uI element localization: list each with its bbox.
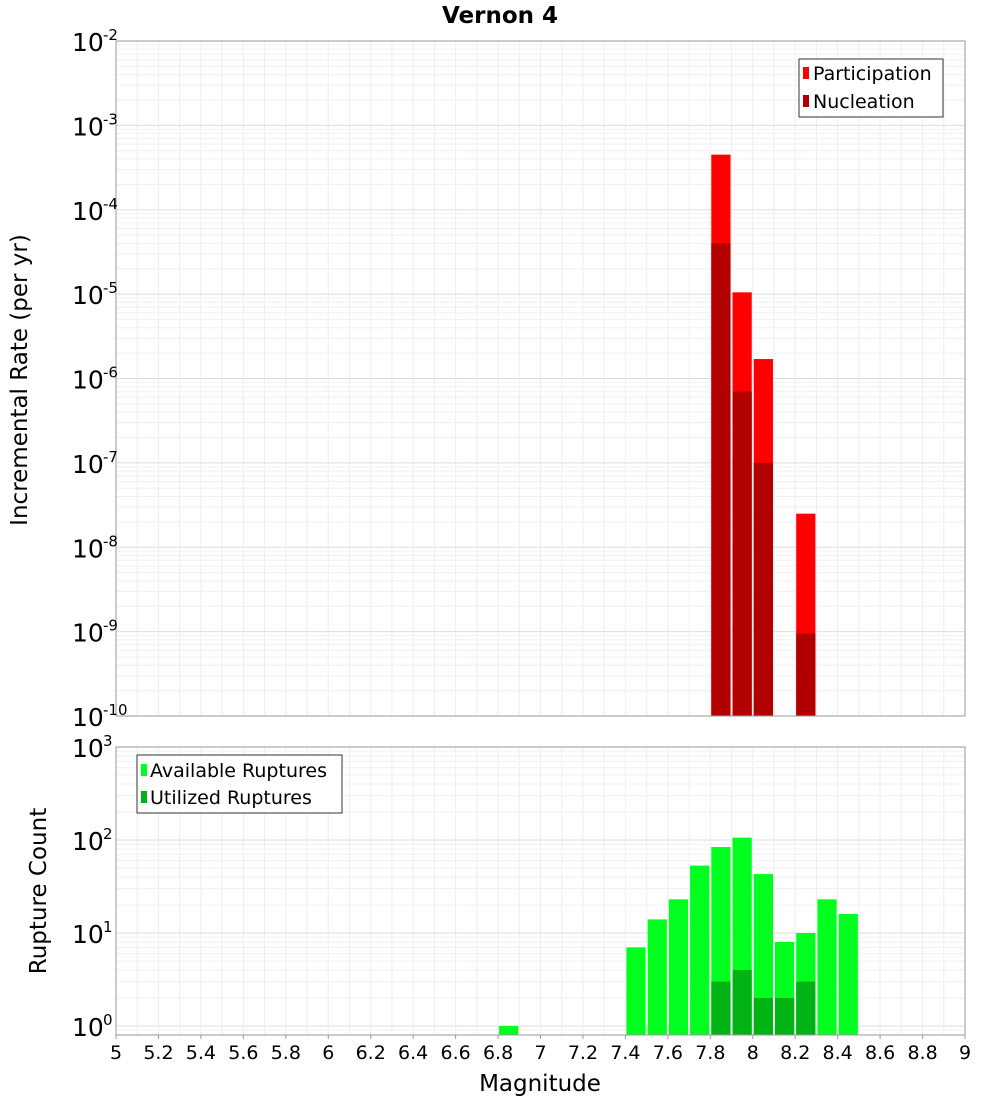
bar-nucleation bbox=[732, 391, 752, 716]
y-tick-label-base: 10 bbox=[72, 450, 104, 479]
x-tick-label: 5.6 bbox=[228, 1042, 258, 1064]
y-tick-label-base: 10 bbox=[72, 281, 104, 310]
legend-swatch-utilized bbox=[141, 791, 147, 803]
bar-nucleation bbox=[711, 243, 731, 717]
bar-available-ruptures bbox=[668, 899, 689, 1035]
y-tick-label-exponent: 2 bbox=[103, 825, 113, 843]
x-tick-label: 8 bbox=[747, 1042, 759, 1064]
legend-label-nucleation: Nucleation bbox=[813, 91, 915, 113]
y-tick-label-exponent: -10 bbox=[103, 701, 128, 719]
y-tick-label-base: 10 bbox=[72, 703, 104, 732]
y-tick-label-base: 10 bbox=[72, 619, 104, 648]
x-tick-labels: 5 5.2 5.4 5.6 5.8 6 6.2 6.4 6.6 6.8 7 7.2 7.4 7.6 7.8 8… bbox=[110, 1035, 971, 1064]
bottom-legend-box bbox=[136, 754, 343, 814]
bar-available-ruptures bbox=[838, 914, 858, 1035]
y-tick-label-exponent: -7 bbox=[103, 448, 118, 466]
top-y-axis-label: Incremental Rate (per yr) bbox=[7, 234, 33, 526]
legend-swatch-participation bbox=[803, 67, 809, 79]
top-bars bbox=[711, 154, 816, 717]
top-legend-box bbox=[798, 58, 944, 118]
legend-label-participation: Participation bbox=[813, 63, 932, 85]
x-tick-label: 6 bbox=[322, 1042, 334, 1064]
bar-available-ruptures bbox=[499, 1025, 519, 1035]
bar-nucleation bbox=[753, 462, 773, 716]
x-tick-label: 8.2 bbox=[780, 1042, 810, 1064]
bar-available-ruptures bbox=[690, 865, 710, 1035]
x-tick-label: 6.8 bbox=[483, 1042, 513, 1064]
bar-utilized-ruptures bbox=[796, 981, 816, 1035]
x-tick-label: 5 bbox=[110, 1042, 122, 1064]
y-tick-label-base: 10 bbox=[72, 197, 104, 226]
y-tick-label-base: 10 bbox=[72, 366, 104, 395]
y-tick-label-base: 10 bbox=[72, 534, 104, 563]
legend-label-available: Available Ruptures bbox=[150, 760, 327, 782]
x-tick-label: 7.4 bbox=[610, 1042, 640, 1064]
bar-available-ruptures bbox=[647, 919, 667, 1035]
bar-utilized-ruptures bbox=[753, 997, 773, 1035]
y-tick-label-exponent: -6 bbox=[103, 364, 118, 382]
chart-title: Vernon 4 bbox=[442, 3, 558, 29]
bottom-bars bbox=[499, 837, 858, 1035]
bar-utilized-ruptures bbox=[774, 997, 795, 1035]
y-tick-label-exponent: -2 bbox=[103, 26, 118, 44]
bar-utilized-ruptures bbox=[711, 981, 731, 1035]
y-tick-label-exponent: -5 bbox=[103, 279, 118, 297]
x-axis-label: Magnitude bbox=[479, 1071, 601, 1097]
x-tick-label: 7.6 bbox=[653, 1042, 683, 1064]
bar-available-ruptures bbox=[817, 899, 837, 1035]
bottom-legend: Available Ruptures Utilized Ruptures bbox=[136, 754, 343, 814]
x-tick-label: 6.6 bbox=[440, 1042, 470, 1064]
bar-available-ruptures bbox=[626, 947, 646, 1035]
legend-swatch-nucleation bbox=[803, 95, 809, 107]
x-tick-label: 6.2 bbox=[356, 1042, 386, 1064]
top-plot-frame bbox=[115, 40, 966, 717]
x-tick-label: 8.6 bbox=[865, 1042, 895, 1064]
y-tick-label-base: 10 bbox=[72, 827, 104, 856]
legend-swatch-available bbox=[141, 764, 147, 776]
y-tick-label-exponent: -4 bbox=[103, 195, 118, 213]
x-tick-label: 5.2 bbox=[143, 1042, 173, 1064]
y-tick-label-base: 10 bbox=[72, 734, 104, 763]
y-tick-label-exponent: -9 bbox=[103, 617, 118, 635]
bar-available-ruptures bbox=[753, 874, 773, 1035]
x-tick-label: 7.8 bbox=[695, 1042, 725, 1064]
bottom-y-axis-label: Rupture Count bbox=[26, 808, 52, 974]
y-tick-label-base: 10 bbox=[72, 112, 104, 141]
x-tick-label: 7.2 bbox=[568, 1042, 598, 1064]
y-tick-label-exponent: 3 bbox=[103, 732, 113, 750]
top-gridlines bbox=[115, 40, 966, 717]
y-tick-label-exponent: 1 bbox=[103, 918, 113, 936]
bar-utilized-ruptures bbox=[732, 969, 752, 1035]
x-tick-label: 8.4 bbox=[823, 1042, 853, 1064]
bar-nucleation bbox=[796, 633, 816, 716]
x-tick-label: 9 bbox=[959, 1042, 971, 1064]
legend-label-utilized: Utilized Ruptures bbox=[150, 787, 312, 809]
y-tick-label-exponent: -3 bbox=[103, 110, 118, 128]
x-tick-label: 5.4 bbox=[186, 1042, 216, 1064]
y-tick-label-exponent: -8 bbox=[103, 532, 118, 550]
y-tick-label-base: 10 bbox=[72, 1013, 104, 1042]
x-tick-label: 7 bbox=[534, 1042, 546, 1064]
y-tick-label-base: 10 bbox=[72, 920, 104, 949]
x-tick-label: 5.8 bbox=[271, 1042, 301, 1064]
y-tick-label-exponent: 0 bbox=[103, 1011, 113, 1029]
x-tick-label: 8.8 bbox=[907, 1042, 937, 1064]
top-legend: Participation Nucleation bbox=[798, 58, 944, 118]
x-tick-label: 6.4 bbox=[398, 1042, 428, 1064]
y-tick-label-base: 10 bbox=[72, 28, 104, 57]
